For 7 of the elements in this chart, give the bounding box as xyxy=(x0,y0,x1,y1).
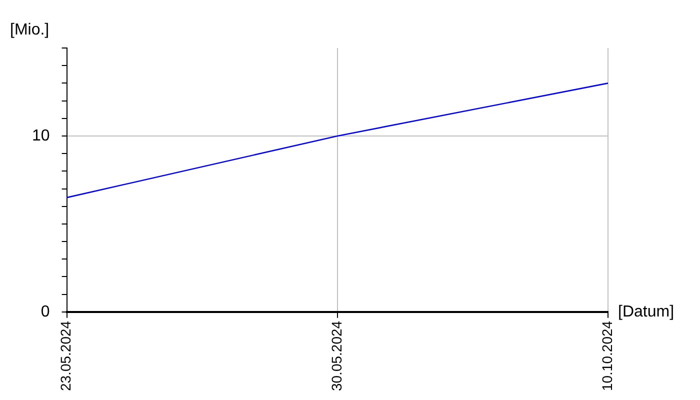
y-axis-title: [Mio.] xyxy=(10,21,50,38)
x-tick-label: 30.05.2024 xyxy=(328,320,344,392)
y-tick-label: 10 xyxy=(32,127,50,144)
x-tick-label: 23.05.2024 xyxy=(58,320,74,392)
y-tick-label: 0 xyxy=(40,303,50,320)
x-tick-label: 10.10.2024 xyxy=(598,320,615,392)
x-axis-title: [Datum] xyxy=(618,303,674,320)
